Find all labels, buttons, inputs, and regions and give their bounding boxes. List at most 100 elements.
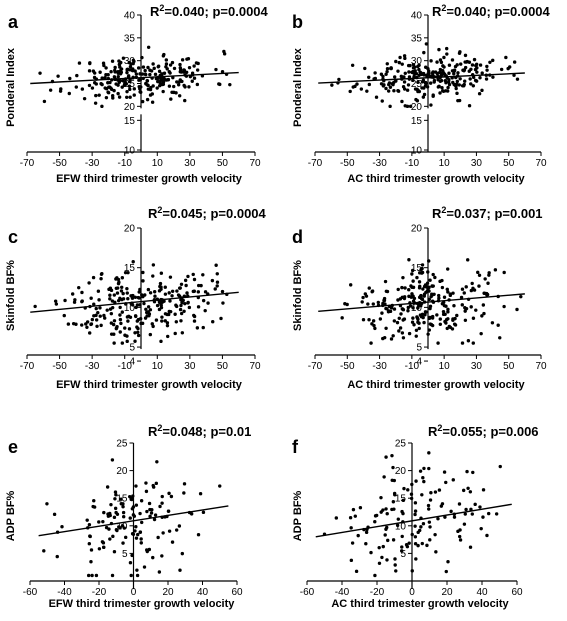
- data-point: [480, 88, 484, 93]
- data-point: [415, 316, 420, 320]
- data-point: [349, 526, 353, 530]
- data-point: [460, 287, 465, 291]
- data-point: [160, 494, 164, 499]
- data-point: [403, 286, 407, 290]
- data-point: [172, 84, 176, 89]
- data-point: [168, 309, 173, 314]
- data-point: [127, 60, 131, 65]
- data-point: [477, 92, 482, 96]
- data-point: [167, 529, 172, 533]
- data-point: [125, 286, 129, 291]
- data-point: [121, 505, 125, 509]
- data-point: [349, 558, 354, 563]
- data-point: [427, 466, 431, 471]
- data-point: [137, 84, 141, 89]
- x-tick-label: -70: [308, 361, 323, 372]
- x-axis-title: EFW third trimester growth velocity: [56, 379, 243, 391]
- data-point: [177, 94, 182, 98]
- y-tick-label: 25: [411, 79, 423, 90]
- data-point: [130, 296, 135, 300]
- regression-line: [318, 72, 525, 84]
- regression-line: [315, 503, 512, 538]
- data-point: [140, 321, 145, 326]
- data-point: [151, 555, 155, 560]
- panel-letter: c: [8, 227, 18, 247]
- data-point: [143, 316, 148, 320]
- y-tick-label: 4: [416, 357, 422, 368]
- data-point: [119, 321, 123, 326]
- data-point: [400, 295, 405, 299]
- data-point: [402, 80, 407, 84]
- data-point: [160, 554, 164, 558]
- data-point: [417, 271, 422, 275]
- data-point: [418, 469, 423, 473]
- data-point: [90, 86, 95, 90]
- data-point: [445, 46, 449, 51]
- x-axis-title: EFW third trimester growth velocity: [56, 173, 243, 185]
- data-point: [155, 86, 159, 90]
- y-tick-label: 4: [129, 357, 135, 368]
- data-point: [94, 318, 99, 322]
- data-point: [123, 270, 128, 275]
- x-tick-label: 70: [249, 361, 261, 372]
- y-tick-label: 25: [116, 439, 128, 450]
- data-point: [187, 65, 192, 70]
- data-point: [422, 466, 426, 471]
- data-point: [429, 81, 433, 85]
- data-point: [397, 329, 401, 333]
- data-point: [134, 525, 138, 529]
- data-point: [359, 87, 364, 91]
- data-point: [462, 291, 466, 295]
- data-point: [195, 82, 200, 87]
- data-point: [179, 282, 184, 286]
- data-point: [114, 493, 118, 497]
- data-point: [133, 295, 138, 300]
- data-point: [109, 70, 113, 74]
- x-tick-label: -20: [92, 587, 107, 598]
- data-point: [122, 526, 127, 530]
- data-point: [430, 284, 434, 288]
- x-tick-label: -40: [335, 587, 350, 598]
- data-point: [519, 294, 523, 299]
- data-point: [438, 58, 443, 62]
- data-point: [184, 283, 188, 288]
- data-point: [373, 71, 377, 75]
- data-point: [88, 331, 92, 335]
- data-point: [130, 68, 134, 72]
- data-point: [411, 306, 415, 310]
- data-point: [422, 294, 426, 298]
- data-point: [402, 317, 407, 321]
- data-point: [118, 317, 123, 322]
- data-point: [415, 275, 419, 280]
- data-point: [350, 541, 355, 545]
- data-point: [133, 69, 137, 73]
- y-tick-label: 5: [122, 549, 128, 560]
- data-point: [384, 72, 388, 76]
- data-point: [88, 61, 92, 66]
- data-point: [396, 287, 400, 292]
- data-point: [471, 470, 475, 475]
- data-point: [468, 545, 473, 549]
- stat-annotation: R2=0.040; p=0.0004: [432, 3, 551, 19]
- data-point: [146, 287, 151, 292]
- data-point: [77, 285, 81, 290]
- data-point: [416, 543, 420, 548]
- data-point: [442, 303, 447, 308]
- data-point: [337, 77, 341, 82]
- data-point: [504, 55, 508, 60]
- y-tick-label: 30: [411, 56, 423, 67]
- data-point: [87, 523, 92, 527]
- data-point: [364, 530, 369, 535]
- data-point: [419, 525, 423, 529]
- data-point: [127, 314, 131, 318]
- data-point: [153, 294, 157, 298]
- data-point: [400, 62, 404, 66]
- data-point: [478, 75, 482, 80]
- data-point: [439, 504, 444, 508]
- data-point: [155, 303, 160, 308]
- data-point: [100, 76, 104, 80]
- data-point: [458, 77, 462, 81]
- data-point: [452, 72, 456, 76]
- data-point: [118, 296, 122, 301]
- data-point: [491, 58, 495, 63]
